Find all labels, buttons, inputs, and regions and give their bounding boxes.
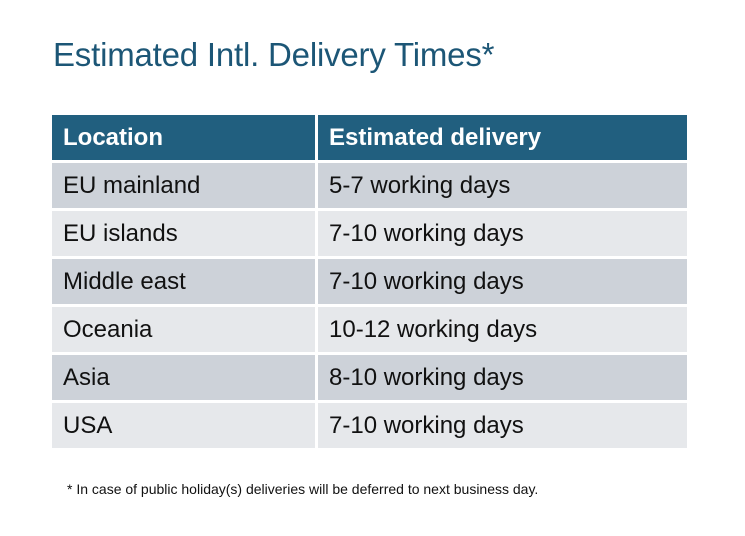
location-cell: EU mainland — [52, 163, 315, 208]
delivery-table: Location Estimated delivery EU mainland … — [49, 112, 690, 451]
location-cell: Middle east — [52, 259, 315, 304]
table-row: Oceania 10-12 working days — [52, 307, 687, 352]
location-cell: Asia — [52, 355, 315, 400]
page-title: Estimated Intl. Delivery Times* — [53, 36, 495, 73]
table-row: EU islands 7-10 working days — [52, 211, 687, 256]
column-header-location: Location — [52, 115, 315, 160]
delivery-cell: 8-10 working days — [318, 355, 687, 400]
delivery-cell: 7-10 working days — [318, 259, 687, 304]
delivery-cell: 5-7 working days — [318, 163, 687, 208]
delivery-cell: 10-12 working days — [318, 307, 687, 352]
location-cell: EU islands — [52, 211, 315, 256]
location-cell: USA — [52, 403, 315, 448]
table-row: EU mainland 5-7 working days — [52, 163, 687, 208]
column-header-estimated-delivery: Estimated delivery — [318, 115, 687, 160]
table-header-row: Location Estimated delivery — [52, 115, 687, 160]
table-row: USA 7-10 working days — [52, 403, 687, 448]
table-row: Middle east 7-10 working days — [52, 259, 687, 304]
footnote: * In case of public holiday(s) deliverie… — [67, 481, 539, 497]
table-row: Asia 8-10 working days — [52, 355, 687, 400]
location-cell: Oceania — [52, 307, 315, 352]
delivery-cell: 7-10 working days — [318, 211, 687, 256]
delivery-cell: 7-10 working days — [318, 403, 687, 448]
